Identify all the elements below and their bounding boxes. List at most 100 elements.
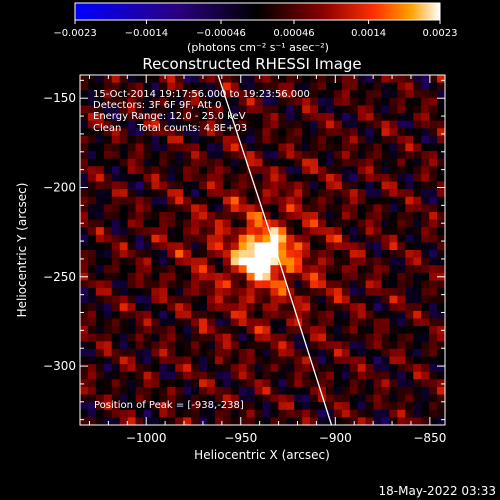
- heatmap-cell: [143, 250, 153, 259]
- heatmap-cell: [246, 318, 256, 327]
- heatmap-cell: [167, 341, 176, 350]
- heatmap-cell: [262, 364, 272, 373]
- heatmap-cell: [429, 82, 438, 91]
- heatmap-cell: [183, 326, 192, 335]
- heatmap-cell: [80, 318, 89, 327]
- heatmap-cell: [214, 402, 224, 411]
- heatmap-cell: [80, 341, 89, 350]
- heatmap-cell: [318, 242, 327, 251]
- heatmap-cell: [103, 371, 113, 380]
- heatmap-cell: [286, 288, 295, 297]
- heatmap-cell: [135, 356, 145, 365]
- heatmap-cell: [365, 272, 375, 282]
- heatmap-cell: [246, 341, 256, 350]
- heatmap-cell: [373, 166, 383, 175]
- heatmap-cell: [349, 386, 359, 396]
- heatmap-cell: [254, 356, 264, 365]
- heatmap-cell: [230, 113, 240, 122]
- heatmap-cell: [199, 386, 208, 396]
- heatmap-cell: [318, 379, 327, 388]
- heatmap-cell: [199, 143, 208, 152]
- heatmap-cell: [206, 173, 216, 183]
- heatmap-cell: [389, 257, 398, 266]
- heatmap-cell: [429, 166, 438, 175]
- heatmap-cell: [167, 97, 176, 107]
- heatmap-cell: [437, 196, 445, 205]
- heatmap-cell: [278, 303, 287, 312]
- heatmap-cell: [95, 211, 105, 221]
- heatmap-cell: [199, 189, 208, 198]
- heatmap-cell: [246, 181, 256, 190]
- heatmap-cell: [80, 242, 89, 251]
- heatmap-cell: [286, 310, 295, 320]
- heatmap-cell: [111, 409, 121, 418]
- heatmap-cell: [151, 181, 160, 190]
- heatmap-cell: [80, 250, 89, 259]
- heatmap-cell: [389, 128, 398, 137]
- heatmap-cell: [341, 128, 351, 137]
- heatmap-cell: [278, 250, 287, 259]
- heatmap-cell: [222, 173, 232, 183]
- heatmap-cell: [95, 82, 105, 91]
- heatmap-cell: [159, 371, 168, 380]
- heatmap-cell: [357, 189, 367, 198]
- heatmap-cell: [294, 348, 303, 358]
- heatmap-cell: [151, 128, 160, 137]
- heatmap-cell: [421, 227, 430, 236]
- heatmap-cell: [373, 386, 383, 396]
- heatmap-cell: [199, 295, 208, 304]
- heatmap-cell: [143, 143, 153, 152]
- heatmap-cell: [278, 394, 287, 403]
- heatmap-cell: [333, 356, 343, 365]
- heatmap-cell: [413, 272, 422, 282]
- heatmap-cell: [127, 143, 137, 152]
- heatmap-cell: [230, 280, 240, 289]
- colorbar-unit-label: (photons cm⁻² s⁻¹ asec⁻²): [187, 41, 329, 54]
- heatmap-cell: [143, 82, 153, 91]
- heatmap-cell: [143, 75, 153, 84]
- heatmap-cell: [286, 250, 295, 259]
- heatmap-cell: [397, 318, 406, 327]
- heatmap-cell: [413, 97, 422, 107]
- heatmap-cell: [214, 257, 224, 266]
- heatmap-cell: [310, 417, 319, 425]
- heatmap-cell: [262, 242, 272, 251]
- heatmap-cell: [175, 303, 184, 312]
- heatmap-cell: [270, 97, 279, 107]
- heatmap-cell: [206, 234, 216, 243]
- colorbar: [74, 2, 441, 21]
- heatmap-cell: [302, 82, 311, 91]
- heatmap-cell: [357, 364, 367, 373]
- heatmap-cell: [238, 257, 248, 266]
- heatmap-cell: [159, 135, 168, 145]
- heatmap-cell: [230, 143, 240, 152]
- heatmap-cell: [238, 113, 248, 122]
- heatmap-cell: [429, 211, 438, 221]
- heatmap-cell: [381, 189, 391, 198]
- heatmap-cell: [95, 379, 105, 388]
- heatmap-cell: [159, 288, 168, 297]
- heatmap-cell: [206, 128, 216, 137]
- heatmap-cell: [214, 371, 224, 380]
- heatmap-cell: [222, 356, 232, 365]
- chart-title: Reconstructed RHESSI Image: [142, 55, 361, 73]
- heatmap-cell: [111, 189, 121, 198]
- heatmap-cell: [119, 227, 129, 236]
- heatmap-cell: [167, 227, 176, 236]
- heatmap-cell: [238, 295, 248, 304]
- heatmap-cell: [381, 280, 391, 289]
- heatmap-cell: [103, 211, 113, 221]
- heatmap-cell: [333, 242, 343, 251]
- heatmap-cell: [389, 135, 398, 145]
- heatmap-cell: [278, 82, 287, 91]
- heatmap-cell: [286, 371, 295, 380]
- heatmap-cell: [143, 97, 153, 107]
- heatmap-cell: [421, 250, 430, 259]
- heatmap-cell: [254, 280, 264, 289]
- heatmap-cell: [206, 189, 216, 198]
- heatmap-cell: [389, 417, 398, 425]
- heatmap-cell: [318, 295, 327, 304]
- heatmap-cell: [397, 272, 406, 282]
- heatmap-cell: [103, 242, 113, 251]
- heatmap-cell: [333, 310, 343, 320]
